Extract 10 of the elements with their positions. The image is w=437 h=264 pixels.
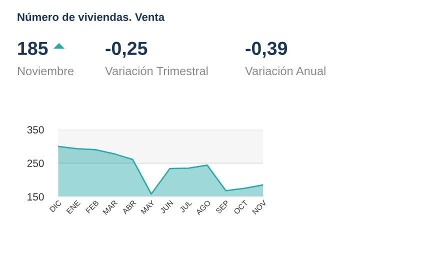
- text: -0,39: [246, 42, 288, 58]
- text: -0,25: [106, 42, 148, 58]
- text: Variación Anual: [245, 66, 326, 76]
- text: 185: [18, 42, 48, 56]
- y-tick-label: 350: [27, 126, 44, 134]
- chart-title: Número de viviendas. Venta: [18, 12, 165, 21]
- text: Variación Trimestral: [105, 66, 208, 76]
- y-tick-label: 150: [28, 193, 44, 201]
- text: Noviembre: [18, 66, 74, 76]
- y-tick-label: 250: [27, 160, 44, 168]
